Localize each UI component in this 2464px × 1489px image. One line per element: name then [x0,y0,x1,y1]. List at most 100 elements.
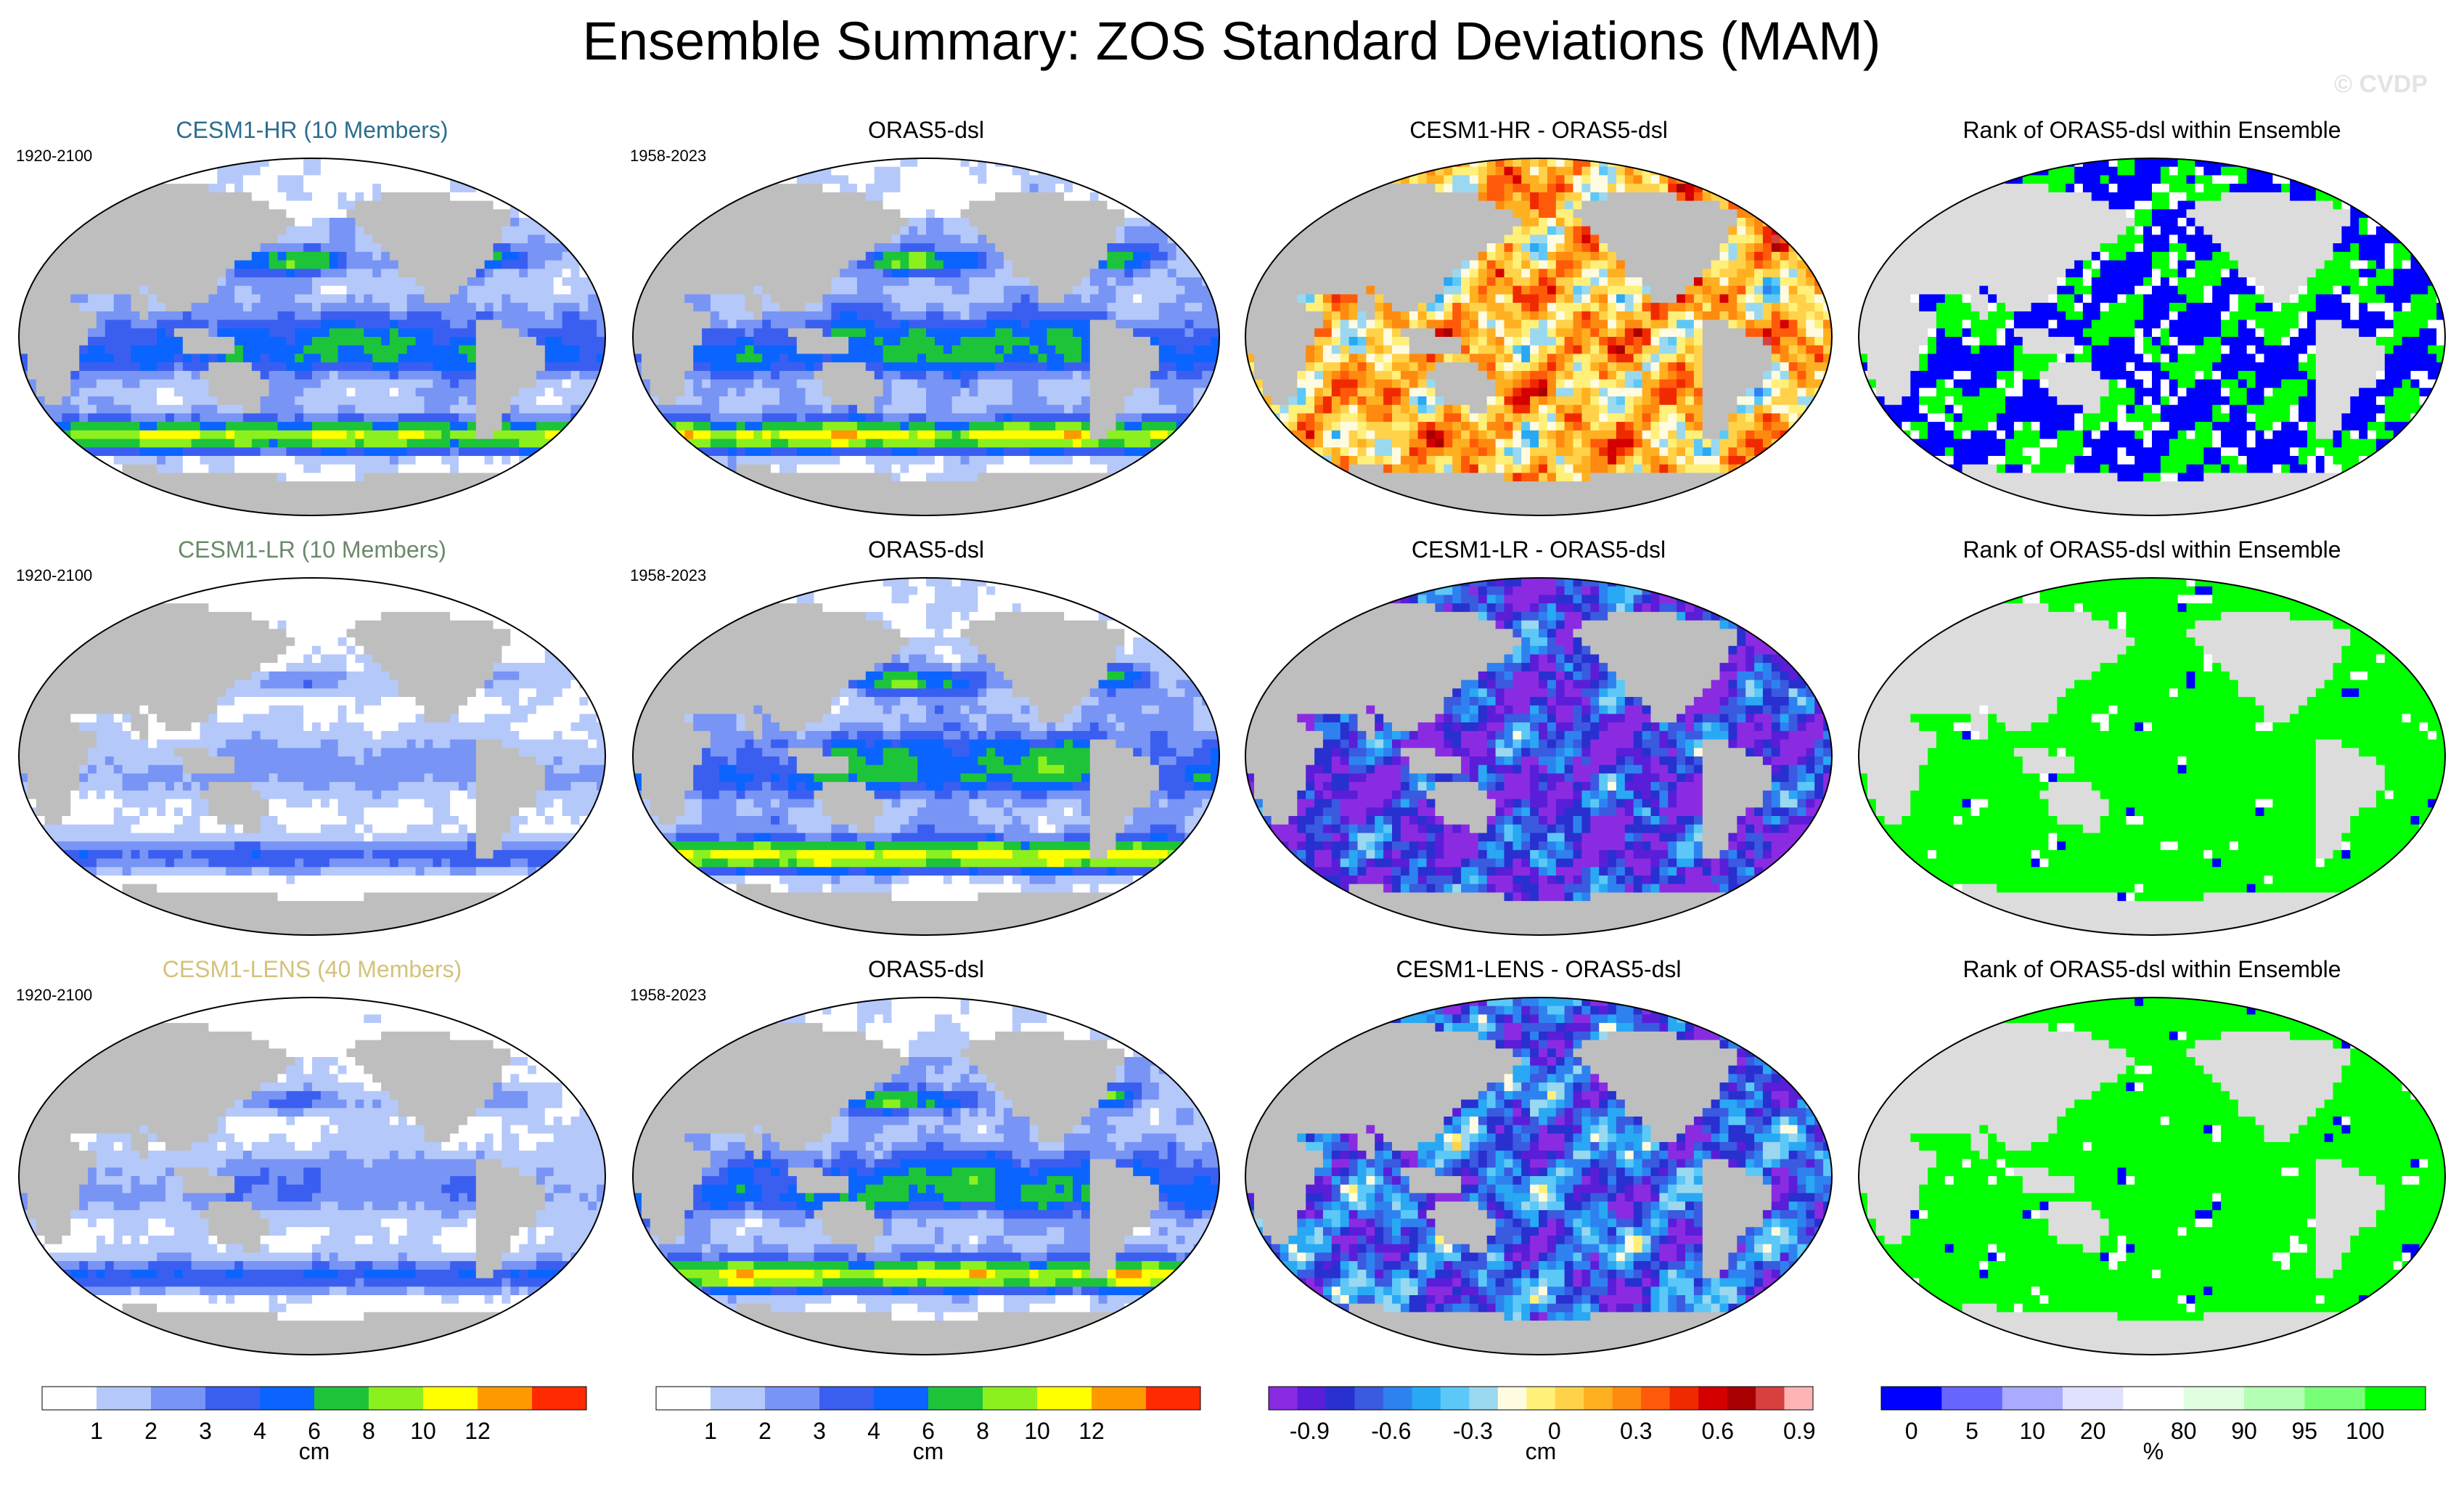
map-field [19,158,606,516]
map-panel-r2-c4: Rank of ORAS5-dsl within Ensemble [1859,537,2446,936]
panel-title: ORAS5-dsl [868,117,984,143]
colorbar-swatch [97,1387,152,1410]
colorbar-swatch [314,1387,369,1410]
panel-years: 1920-2100 [16,986,92,1004]
colorbar-tick-label: 80 [2171,1418,2197,1444]
colorbar-swatch [1354,1387,1383,1410]
colorbar-swatch [1613,1387,1642,1410]
colorbar-swatch [1698,1387,1727,1410]
colorbar-swatch [711,1387,766,1410]
map-panel-r1-c2: ORAS5-dsl 1958-2023 [630,117,1220,516]
colorbar-swatch [1383,1387,1412,1410]
colorbar-swatch [1441,1387,1470,1410]
map-panel-r3-c3: CESM1-LENS - ORAS5-dsl [1245,956,1833,1355]
colorbar-swatch [1526,1387,1555,1410]
colorbar-unit: cm [1526,1438,1557,1464]
panel-title: Rank of ORAS5-dsl within Ensemble [1962,537,2341,563]
colorbar-tick-label: 0.6 [1702,1418,1734,1444]
colorbar-swatch [42,1387,97,1410]
colorbar-swatch [369,1387,424,1410]
colorbar-swatch [874,1387,929,1410]
colorbar-tick-label: 4 [253,1418,266,1444]
panel-title: CESM1-LR (10 Members) [178,537,446,563]
colorbar-swatch [1941,1387,2002,1410]
colorbar-swatch [1326,1387,1355,1410]
colorbar-swatch [928,1387,983,1410]
colorbar-swatch [2365,1387,2426,1410]
colorbar-swatch [151,1387,206,1410]
colorbar-swatch [1670,1387,1699,1410]
colorbar-tick-label: 10 [2020,1418,2046,1444]
panel-title: CESM1-LENS - ORAS5-dsl [1396,956,1682,982]
colorbar-swatch [1881,1387,1942,1410]
colorbar-swatch [2063,1387,2124,1410]
colorbar-tick-label: 0 [1905,1418,1918,1444]
colorbar-swatch [656,1387,711,1410]
colorbar-tick-label: 2 [758,1418,771,1444]
colorbar-swatch [2184,1387,2245,1410]
colorbar-tick-label: 12 [464,1418,491,1444]
colorbar-tick-label: -0.3 [1453,1418,1493,1444]
map-panel-r1-c1: CESM1-HR (10 Members)1920-2100 [16,117,606,516]
colorbar-swatch [819,1387,875,1410]
colorbar-tick-label: 3 [199,1418,212,1444]
colorbar-tick-label: -0.9 [1290,1418,1330,1444]
map-field [633,158,1220,516]
colorbar-swatch [2002,1387,2063,1410]
map-field [1859,998,2446,1355]
colorbar-tick-label: 5 [1965,1418,1978,1444]
panel-years: 1958-2023 [630,147,706,165]
colorbar-tick-label: 1 [704,1418,717,1444]
colorbar-swatch [532,1387,587,1410]
colorbar-swatch [1641,1387,1670,1410]
panel-title: Rank of ORAS5-dsl within Ensemble [1962,956,2341,982]
map-field [1859,578,2446,936]
map-field [19,578,606,936]
colorbar-tick-label: 0.3 [1620,1418,1652,1444]
map-panel-r2-c1: CESM1-LR (10 Members) 1920-2100 [16,537,606,936]
colorbar-tick-label: 3 [813,1418,826,1444]
map-field [633,998,1220,1355]
colorbar-tick-label: 2 [144,1418,157,1444]
colorbar-swatch [983,1387,1038,1410]
map-field [633,578,1220,936]
colorbar-swatch [2244,1387,2305,1410]
colorbar-tick-label: -0.6 [1371,1418,1411,1444]
colorbar-swatch [1555,1387,1584,1410]
map-panel-r1-c4: Rank of ORAS5-dsl within Ensemble [1859,117,2446,516]
colorbar-swatch [1756,1387,1785,1410]
figure-title: Ensemble Summary: ZOS Standard Deviation… [583,11,1881,71]
map-field [1859,158,2446,516]
panel-years: 1958-2023 [630,986,706,1004]
colorbar-swatch [1037,1387,1092,1410]
panel-years: 1920-2100 [16,566,92,584]
colorbar-tick-label: 10 [410,1418,436,1444]
colorbar-swatch [260,1387,315,1410]
colorbar-swatch [1146,1387,1201,1410]
map-field [19,998,606,1355]
colorbar-swatch [2304,1387,2365,1410]
colorbar-swatch [205,1387,261,1410]
colorbar-swatch [423,1387,478,1410]
colorbar-tick-label: 8 [362,1418,375,1444]
map-panel-r3-c1: CESM1-LENS (40 Members)1920-2100 [16,956,606,1355]
colorbar-tick-label: 1 [90,1418,103,1444]
map-panel-r2-c3: CESM1-LR - ORAS5-dsl [1245,537,1833,936]
colorbar-swatch [2123,1387,2184,1410]
colorbar-tick-label: 20 [2080,1418,2106,1444]
map-panel-r3-c4: Rank of ORAS5-dsl within Ensemble [1859,956,2446,1355]
map-field [1245,998,1833,1355]
colorbar-swatch [1498,1387,1527,1410]
colorbar-swatch [765,1387,820,1410]
colorbar-tick-label: 0.9 [1783,1418,1815,1444]
colorbar-tick-label: 8 [976,1418,989,1444]
colorbar-tick-label: 10 [1024,1418,1050,1444]
panel-title: CESM1-LR - ORAS5-dsl [1412,537,1666,563]
colorbar-swatch [1412,1387,1441,1410]
